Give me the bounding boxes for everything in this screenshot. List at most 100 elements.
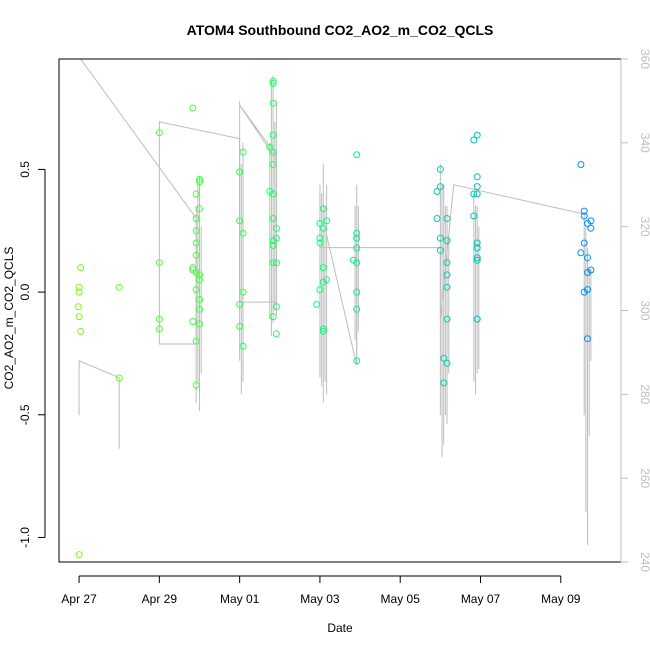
y2-tick-label: 240 [638,552,650,572]
line-series-2 [78,360,120,449]
data-point [269,99,277,107]
data-point [192,239,200,247]
data-point [319,327,327,335]
data-point [269,131,277,139]
data-point [269,80,277,87]
data-point [196,175,203,183]
x-axis: Apr 27 Apr 29 May 01 May 03 May 05 May 07 May … [61,575,581,606]
data-point [75,313,83,321]
data-point [74,303,82,311]
data-point [269,77,277,85]
data-point [584,269,591,276]
data-point [580,288,588,296]
data-point [577,161,585,168]
data-point [316,234,324,242]
data-point [353,259,361,267]
data-point [189,318,197,325]
points-layer [74,77,595,559]
data-point [319,325,327,333]
data-point [440,354,448,362]
data-point [269,237,277,245]
data-point [443,271,451,279]
data-point [353,244,361,252]
data-point [353,151,361,159]
data-point [272,303,280,311]
data-point [323,276,331,284]
data-point [192,227,200,235]
data-point [155,325,163,333]
data-point [196,276,203,284]
line-series-1 [319,184,585,319]
data-point [440,379,448,387]
data-point [189,104,197,112]
data-point [436,234,444,242]
data-point [316,219,324,227]
data-point [473,244,481,252]
data-point [587,217,595,225]
data-point [316,286,324,294]
y-tick-label: 0.5 [18,161,32,178]
data-point [443,215,451,222]
data-point [313,300,321,308]
data-point [433,188,441,195]
data-point [470,212,478,220]
data-point [580,239,588,247]
data-point [192,337,200,345]
y-axis-label: CO2_AO2_m_CO2_QCLS [2,247,16,390]
y-tick-label: 0.0 [18,283,32,300]
plot-frame [58,58,622,563]
data-point [239,148,247,156]
data-point [473,173,481,181]
data-point [269,190,277,198]
data-point [192,286,200,294]
data-point [353,229,361,237]
data-point [587,224,595,232]
data-point [239,229,247,237]
data-point [75,283,83,291]
data-point [189,264,197,272]
data-point [269,161,277,168]
data-point [433,215,441,222]
data-point [192,215,200,222]
data-point [580,207,588,215]
line-series-layer [78,58,592,546]
data-point [473,256,481,264]
data-point [580,212,588,220]
data-point [353,288,361,296]
x-tick-label: Apr 27 [61,592,97,606]
y-axis-right: 240 260 280 300 320 340 360 [620,49,650,572]
data-point [353,357,361,365]
data-point [236,168,244,176]
data-point [316,239,324,247]
data-point [436,183,444,191]
data-point [319,224,327,232]
data-point [584,254,591,262]
data-point [443,259,451,267]
data-point [196,205,203,213]
data-point [269,215,277,222]
data-point [196,305,203,313]
x-axis-label: Date [327,621,353,635]
data-point [239,342,247,350]
data-point [115,283,123,291]
data-point [577,249,585,257]
data-point [192,381,200,389]
data-point [75,288,83,296]
data-point [155,315,163,323]
data-point [319,264,327,272]
data-point [473,190,481,198]
data-point [443,359,451,367]
data-point [353,305,361,313]
data-point [155,129,163,137]
data-point [239,288,247,296]
data-point [473,315,481,323]
data-point [323,217,331,225]
data-point [584,335,591,343]
data-point [269,148,277,156]
y2-tick-label: 320 [638,217,650,237]
data-point [272,330,280,338]
data-point [192,251,200,259]
x-tick-label: May 07 [461,592,501,606]
y2-tick-label: 280 [638,384,650,404]
data-point [192,190,200,198]
